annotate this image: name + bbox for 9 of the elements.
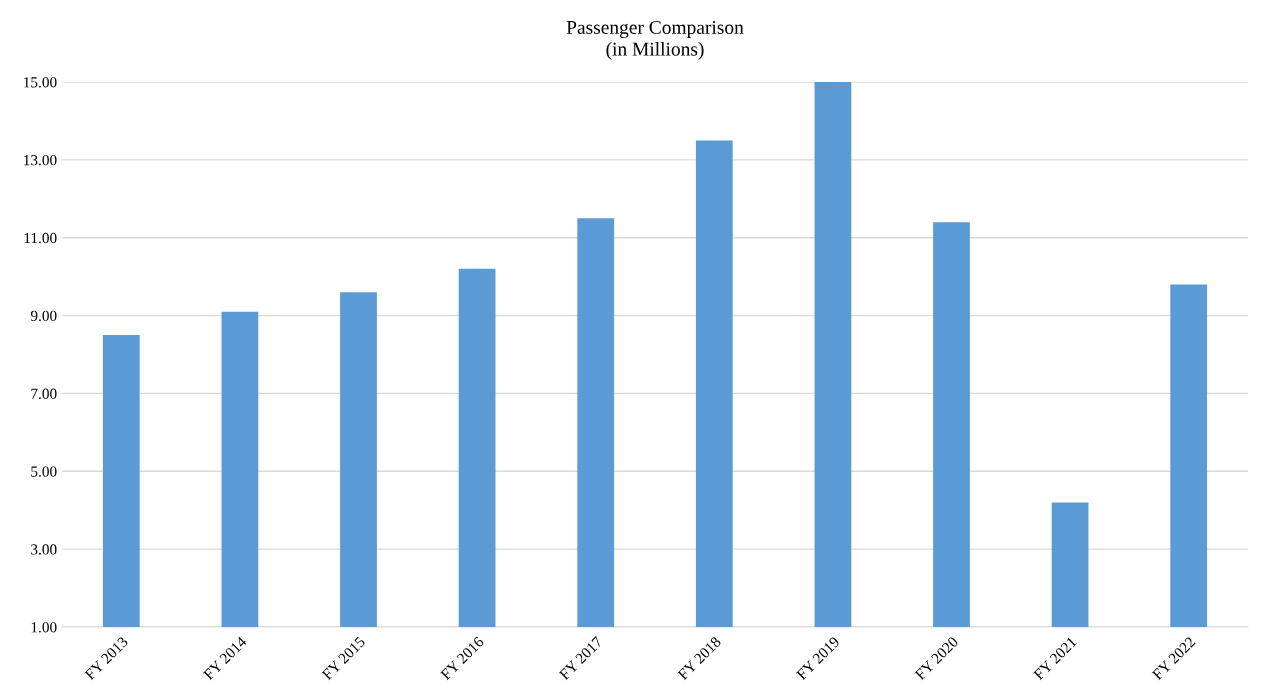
y-tick-label: 5.00 (31, 466, 57, 477)
chart-title: Passenger Comparison (in Millions) (566, 20, 744, 60)
y-tick-label: 11.00 (24, 232, 57, 244)
y-tick-label: 15.00 (24, 77, 57, 88)
y-tick-label: 9.00 (30, 310, 57, 322)
y-tick-label: 13.00 (24, 155, 57, 166)
y-tick-label: 7.00 (31, 388, 57, 399)
y-tick-label: 1.00 (31, 622, 57, 633)
y-tick-label: 3.00 (31, 544, 57, 555)
